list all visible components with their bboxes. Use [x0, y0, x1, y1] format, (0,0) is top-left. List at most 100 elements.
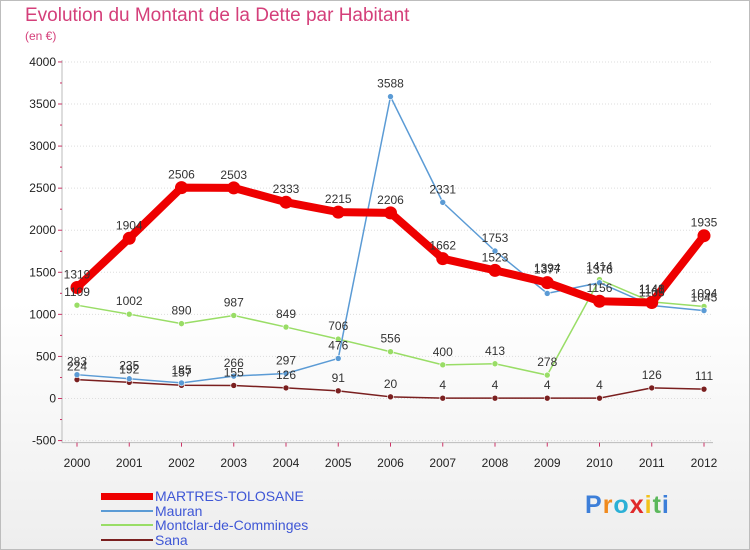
data-label-martres-tolosane-2007: 1662 — [429, 239, 456, 253]
data-label-montclar-de-comminges-2011: 1148 — [639, 282, 665, 296]
data-point-montclar-de-comminges-2001 — [125, 310, 133, 318]
data-point-sana-2009 — [543, 394, 551, 402]
data-point-mauran-2012 — [700, 307, 708, 314]
data-label-martres-tolosane-2010: 1156 — [587, 281, 613, 295]
data-point-sana-2010 — [596, 394, 603, 402]
y-tick-label-2000: 2000 — [29, 223, 56, 237]
data-label-montclar-de-comminges-2009: 278 — [537, 355, 557, 369]
data-label-sana-2008: 4 — [492, 378, 499, 392]
data-point-martres-tolosane-2000 — [70, 281, 84, 295]
data-point-sana-2004 — [282, 384, 290, 392]
data-point-martres-tolosane-2007 — [436, 252, 450, 266]
data-label-mauran-2010: 1376 — [586, 263, 613, 277]
data-point-mauran-2003 — [230, 372, 238, 380]
y-tick-label-4000: 4000 — [29, 55, 56, 69]
data-label-martres-tolosane-2003: 2503 — [220, 168, 247, 182]
data-point-sana-2005 — [334, 387, 342, 395]
legend-swatch-montclar — [101, 524, 153, 526]
data-label-martres-tolosane-2006: 2206 — [377, 193, 404, 207]
data-label-martres-tolosane-2008: 1523 — [482, 250, 509, 264]
data-point-mauran-2001 — [125, 375, 133, 383]
data-label-martres-tolosane-2009: 1377 — [534, 263, 561, 277]
legend-item-montclar: Montclar-de-Comminges — [101, 517, 308, 533]
data-point-sana-2011 — [648, 384, 656, 392]
x-tick-label-2008: 2008 — [482, 456, 509, 470]
y-tick-label-2500: 2500 — [29, 181, 56, 195]
y-tick-label-3500: 3500 — [29, 97, 56, 111]
data-point-sana-2007 — [439, 394, 447, 402]
data-label-martres-tolosane-2005: 2215 — [325, 192, 352, 206]
data-label-sana-2005: 91 — [332, 371, 346, 385]
data-label-montclar-de-comminges-2000: 1109 — [64, 285, 90, 299]
y-tick-label-500: 500 — [36, 349, 56, 363]
data-point-martres-tolosane-2006 — [384, 206, 397, 220]
data-point-montclar-de-comminges-2006 — [387, 348, 394, 356]
data-point-martres-tolosane-2003 — [227, 181, 241, 195]
x-tick-label-2012: 2012 — [691, 456, 718, 470]
data-point-mauran-2007 — [439, 199, 447, 206]
data-label-mauran-2006: 3588 — [377, 77, 404, 91]
data-label-montclar-de-comminges-2004: 849 — [276, 307, 296, 321]
legend-label-montclar: Montclar-de-Comminges — [155, 517, 309, 533]
unit-label: (en €) — [25, 29, 57, 43]
data-point-martres-tolosane-2010 — [593, 294, 606, 308]
data-point-martres-tolosane-2012 — [697, 229, 711, 243]
data-label-martres-tolosane-2001: 1904 — [116, 218, 143, 232]
data-point-mauran-2008 — [491, 247, 499, 255]
logo-letter: o — [613, 491, 630, 519]
data-point-montclar-de-comminges-2002 — [178, 320, 185, 327]
data-label-martres-tolosane-2011: 1141 — [639, 282, 665, 296]
y-tick-label-0: 0 — [49, 392, 56, 406]
legend-item-martres-tolosane: MARTRES-TOLOSANE — [101, 488, 304, 504]
data-label-montclar-de-comminges-2003: 987 — [224, 295, 244, 309]
data-label-mauran-2000: 283 — [67, 355, 87, 369]
data-point-mauran-2010 — [596, 279, 603, 287]
chart-title: Evolution du Montant de la Dette par Hab… — [25, 5, 410, 26]
y-tick-label-3000: 3000 — [29, 139, 56, 153]
logo-letter: r — [602, 491, 614, 519]
data-label-sana-2012: 111 — [695, 369, 714, 383]
data-point-sana-2012 — [700, 385, 708, 393]
data-point-sana-2003 — [230, 382, 238, 389]
data-label-montclar-de-comminges-2010: 1414 — [586, 260, 613, 274]
data-label-mauran-2008: 1753 — [482, 231, 509, 245]
data-point-martres-tolosane-2004 — [279, 195, 293, 209]
x-tick-label-2011: 2011 — [639, 456, 665, 470]
x-tick-label-2004: 2004 — [273, 456, 300, 470]
y-tick-label--500: -500 — [32, 434, 56, 448]
x-tick-label-2002: 2002 — [168, 456, 195, 470]
data-point-montclar-de-comminges-2005 — [334, 335, 342, 343]
x-tick-label-2007: 2007 — [429, 456, 456, 470]
data-label-montclar-de-comminges-2006: 556 — [380, 332, 400, 346]
legend-label-martres-tolosane: MARTRES-TOLOSANE — [155, 488, 304, 504]
data-point-montclar-de-comminges-2009 — [543, 371, 551, 379]
logo-letter: i — [644, 491, 653, 519]
data-label-martres-tolosane-2004: 2333 — [273, 182, 300, 196]
legend-swatch-mauran — [101, 510, 153, 512]
x-tick-label-2009: 2009 — [534, 456, 561, 470]
data-label-mauran-2007: 2331 — [429, 182, 456, 196]
data-label-sana-2001: 192 — [119, 362, 139, 376]
data-point-mauran-2009 — [543, 290, 551, 297]
data-point-montclar-de-comminges-2007 — [439, 361, 447, 369]
data-label-mauran-2012: 1045 — [691, 291, 718, 305]
logo-letter: i — [661, 491, 670, 519]
legend-item-sana: Sana — [101, 532, 188, 548]
data-point-montclar-de-comminges-2004 — [282, 323, 290, 331]
legend-swatch-martres-tolosane — [101, 492, 153, 500]
data-label-martres-tolosane-2000: 1319 — [64, 268, 91, 282]
data-label-sana-2004: 126 — [276, 368, 296, 382]
data-label-sana-2011: 126 — [642, 368, 662, 382]
data-point-martres-tolosane-2011 — [645, 295, 659, 309]
logo-letter: t — [652, 491, 662, 519]
data-label-mauran-2004: 297 — [276, 354, 296, 368]
legend-label-sana: Sana — [155, 532, 188, 548]
data-point-martres-tolosane-2001 — [122, 231, 136, 245]
data-label-montclar-de-comminges-2007: 400 — [433, 345, 453, 359]
data-point-sana-2008 — [491, 394, 499, 402]
x-tick-label-2001: 2001 — [116, 456, 143, 470]
data-label-martres-tolosane-2012: 1935 — [691, 216, 718, 230]
data-point-mauran-2006 — [387, 93, 394, 100]
x-tick-label-2010: 2010 — [586, 456, 613, 470]
